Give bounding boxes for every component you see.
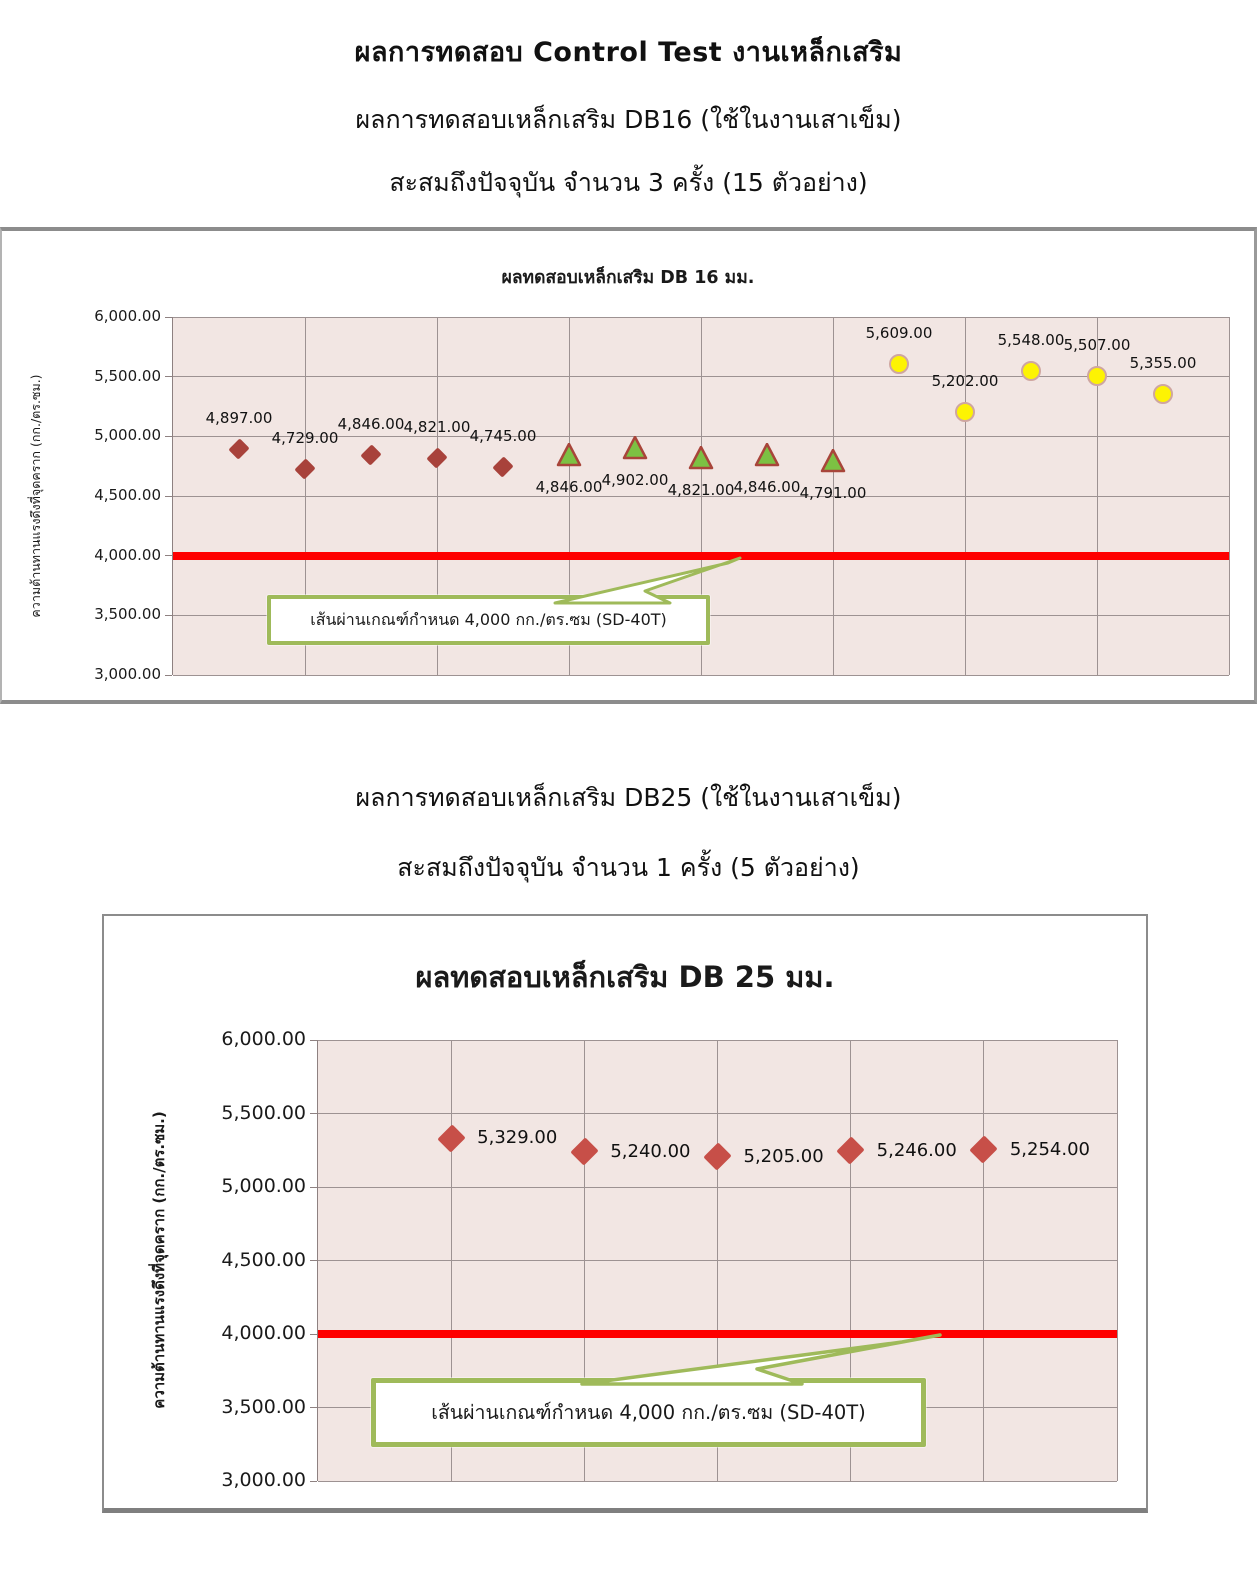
gridline-vertical (304, 317, 306, 675)
document-title: ผลการทดสอบ Control Test งานเหล็กเสริม (354, 37, 903, 68)
gridline-vertical (983, 1040, 985, 1481)
y-axis-tick-mark (165, 555, 172, 557)
data-point-marker (622, 436, 648, 460)
gridline-vertical (832, 317, 834, 675)
gridline-vertical (568, 317, 570, 675)
data-point-marker (556, 442, 582, 466)
y-axis-line (317, 1040, 318, 1481)
data-point-label: 4,821.00 (667, 480, 735, 499)
db16-count-line: สะสมถึงปัจจุบัน จำนวน 3 ครั้ง (15 ตัวอย่… (389, 168, 868, 197)
gridline-vertical (700, 317, 702, 675)
data-point-label: 5,202.00 (931, 372, 999, 391)
data-point-label: 4,846.00 (337, 414, 405, 433)
data-point-label: 5,355.00 (1129, 353, 1197, 372)
y-axis-tick-mark (310, 1039, 317, 1041)
data-point-label: 4,902.00 (601, 471, 669, 490)
gridline-horizontal (173, 674, 1229, 676)
y-axis-tick-label: 5,500.00 (94, 366, 161, 385)
y-axis-tick-label: 6,000.00 (221, 1028, 306, 1050)
data-point-label: 5,205.00 (743, 1145, 824, 1167)
data-point-label: 4,846.00 (733, 477, 801, 496)
limit-line-callout-text: เส้นผ่านเกณฑ์กำหนด 4,000 กก./ตร.ซม (SD-4… (310, 609, 667, 629)
data-point-label: 4,821.00 (403, 417, 471, 436)
y-axis-tick-mark (310, 1480, 317, 1482)
y-axis-tick-mark (310, 1186, 317, 1188)
y-axis-tick-label: 5,500.00 (221, 1101, 306, 1124)
data-point-label: 5,240.00 (610, 1140, 691, 1162)
db25-count-line: สะสมถึงปัจจุบัน จำนวน 1 ครั้ง (5 ตัวอย่า… (397, 853, 860, 882)
y-axis-tick-label: 3,500.00 (221, 1395, 306, 1418)
gridline-horizontal (318, 1480, 1117, 1482)
gridline-vertical (436, 317, 438, 675)
gridline-vertical (1116, 1040, 1118, 1481)
data-point-label: 5,609.00 (865, 323, 933, 342)
gridline-vertical (717, 1040, 718, 1481)
db25-subtitle: ผลการทดสอบเหล็กเสริม DB25 (ใช้ในงานเสาเข… (355, 783, 902, 812)
data-point-marker (688, 445, 714, 469)
data-point-label: 4,897.00 (205, 408, 273, 427)
data-point-label: 4,745.00 (469, 426, 537, 445)
data-point-marker (754, 442, 780, 466)
limit-line-callout-db16: เส้นผ่านเกณฑ์กำหนด 4,000 กก./ตร.ซม (SD-4… (267, 595, 710, 645)
data-point-label: 4,791.00 (799, 484, 867, 503)
gridline-vertical (964, 317, 966, 675)
y-axis-tick-mark (165, 316, 172, 318)
gridline-vertical (1096, 317, 1098, 675)
data-point-label: 5,548.00 (997, 330, 1065, 349)
data-point-label: 5,329.00 (477, 1127, 558, 1149)
gridline-vertical (450, 1040, 452, 1481)
chart-db16-title: ผลทดสอบเหล็กเสริม DB 16 มม. (501, 268, 755, 288)
y-axis-tick-label: 6,000.00 (94, 307, 161, 325)
y-axis-tick-mark (310, 1333, 317, 1335)
gridline-vertical (850, 1040, 852, 1481)
y-axis-tick-mark (310, 1407, 317, 1408)
data-point-label: 5,507.00 (1063, 335, 1131, 354)
y-axis-tick-label: 3,000.00 (221, 1469, 306, 1491)
db16-subtitle: ผลการทดสอบเหล็กเสริม DB16 (ใช้ในงานเสาเข… (355, 105, 902, 134)
y-axis-tick-label: 3,500.00 (94, 605, 161, 624)
y-axis-tick-mark (165, 674, 172, 676)
limit-line-callout-text: เส้นผ่านเกณฑ์กำหนด 4,000 กก./ตร.ซม (SD-4… (431, 1401, 866, 1424)
limit-line (173, 551, 1229, 560)
y-axis-tick-mark (165, 495, 172, 497)
y-axis-tick-label: 4,500.00 (94, 486, 161, 504)
y-axis-tick-label: 5,000.00 (221, 1175, 306, 1197)
limit-line-callout-db25: เส้นผ่านเกณฑ์กำหนด 4,000 กก./ตร.ซม (SD-4… (371, 1378, 926, 1447)
y-axis-line (172, 317, 173, 675)
data-point-marker (1021, 360, 1041, 381)
y-axis-tick-label: 4,500.00 (221, 1248, 306, 1271)
data-point-marker (820, 449, 846, 473)
data-point-marker (889, 353, 909, 374)
y-axis-tick-label: 5,000.00 (94, 426, 161, 445)
y-axis-tick-mark (310, 1260, 317, 1261)
chart-db16: ผลทดสอบเหล็กเสริม DB 16 มม. ความต้านทานแ… (0, 227, 1257, 704)
chart-db25: ผลทดสอบเหล็กเสริม DB 25 มม. ความต้านทานแ… (102, 914, 1148, 1513)
data-point-label: 4,729.00 (271, 428, 339, 447)
limit-line (318, 1330, 1117, 1338)
data-point-label: 5,254.00 (1009, 1138, 1090, 1160)
data-point-label: 5,246.00 (876, 1139, 957, 1161)
data-point-label: 4,846.00 (535, 477, 603, 496)
data-point-marker (1087, 365, 1107, 386)
chart-db25-title: ผลทดสอบเหล็กเสริม DB 25 มม. (415, 960, 835, 994)
y-axis-tick-mark (165, 376, 172, 378)
y-axis-tick-mark (165, 614, 172, 616)
y-axis-tick-label: 4,000.00 (221, 1322, 306, 1344)
y-axis-tick-label: 3,000.00 (94, 665, 161, 683)
y-axis-tick-mark (310, 1113, 317, 1114)
gridline-vertical (583, 1040, 585, 1481)
y-axis-tick-mark (165, 435, 172, 437)
data-point-marker (955, 402, 975, 423)
gridline-vertical (1228, 317, 1230, 675)
y-axis-tick-label: 4,000.00 (94, 545, 161, 564)
data-point-marker (1153, 383, 1173, 404)
